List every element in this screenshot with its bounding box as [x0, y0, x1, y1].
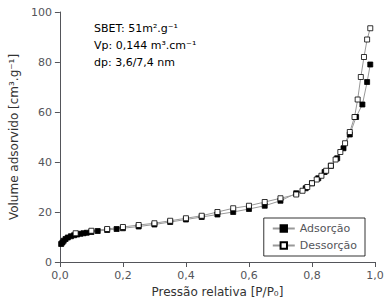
svg-text:40: 40: [38, 156, 52, 169]
svg-text:0: 0: [45, 256, 52, 269]
svg-text:0,2: 0,2: [114, 269, 132, 282]
svg-text:dp: 3,6/7,4 nm: dp: 3,6/7,4 nm: [94, 56, 175, 69]
svg-text:0,6: 0,6: [240, 269, 257, 282]
svg-text:0,4: 0,4: [177, 269, 195, 282]
svg-text:Vp: 0,144 m³.cm⁻¹: Vp: 0,144 m³.cm⁻¹: [94, 39, 196, 52]
svg-text:Pressão relativa [P/P₀]: Pressão relativa [P/P₀]: [152, 285, 284, 299]
svg-text:Volume adsorvido [cm³.g⁻¹]: Volume adsorvido [cm³.g⁻¹]: [7, 54, 21, 220]
svg-text:20: 20: [38, 206, 52, 219]
svg-text:60: 60: [38, 106, 52, 119]
svg-text:SBET: 51m².g⁻¹: SBET: 51m².g⁻¹: [94, 22, 178, 35]
svg-text:1,0: 1,0: [366, 269, 384, 282]
svg-text:0,8: 0,8: [303, 269, 321, 282]
svg-text:0,0: 0,0: [51, 269, 69, 282]
svg-text:80: 80: [38, 56, 52, 69]
svg-text:Adsorção: Adsorção: [300, 222, 351, 235]
svg-text:100: 100: [31, 6, 52, 19]
svg-text:Dessorção: Dessorção: [300, 239, 357, 252]
